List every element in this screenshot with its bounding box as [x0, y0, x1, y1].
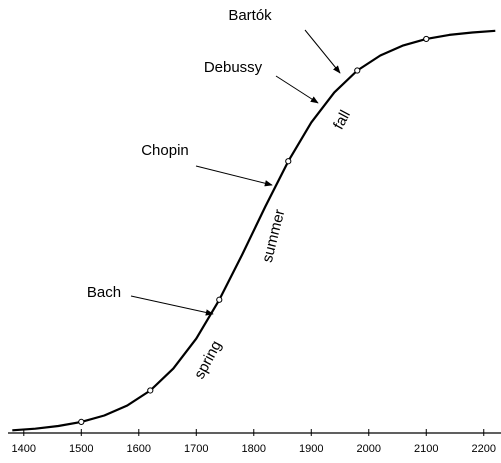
annotation-arrow: [130, 295, 214, 316]
x-tick-label: 1800: [242, 443, 266, 455]
x-tick-label: 2200: [472, 443, 496, 455]
annotation: Bach: [87, 284, 121, 301]
annotation-arrow: [304, 29, 341, 74]
x-tick-label: 1900: [299, 443, 323, 455]
annotation: Chopin: [141, 142, 189, 159]
point-marker: [285, 158, 292, 165]
x-tick-label: 1500: [69, 443, 93, 455]
annotation: Bartók: [228, 7, 272, 24]
point-marker: [216, 296, 223, 303]
x-tick-label: 1400: [12, 443, 36, 455]
phase-label: fall: [330, 107, 354, 132]
x-tick-label: 2000: [357, 443, 381, 455]
phase-label: spring: [191, 338, 225, 382]
annotation: Debussy: [204, 59, 263, 76]
point-marker: [78, 418, 85, 426]
point-marker: [423, 35, 430, 43]
annotation-arrow: [195, 165, 273, 187]
annotation-arrow: [275, 75, 319, 104]
curve: [12, 29, 496, 432]
phase-label: summer: [259, 208, 289, 265]
point-marker: [354, 67, 361, 74]
x-tick-label: 2100: [414, 443, 438, 455]
point-marker: [147, 387, 154, 394]
x-tick-label: 1700: [184, 443, 208, 455]
x-tick-label: 1600: [127, 443, 151, 455]
